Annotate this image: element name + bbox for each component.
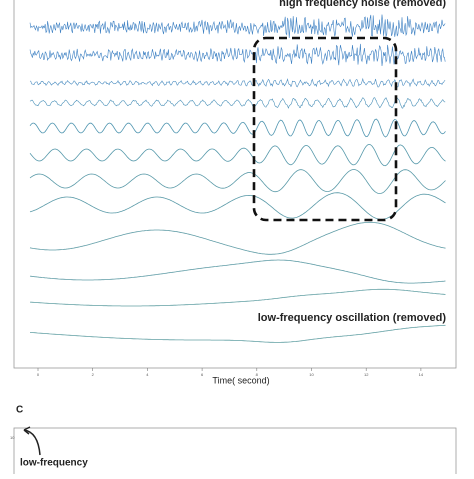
arrow-head [23, 426, 31, 435]
x-tick-label: 2 [92, 372, 95, 377]
waveform [29, 43, 446, 67]
waveform [29, 192, 446, 220]
x-axis-label: Time( second) [212, 375, 269, 385]
waveform [29, 14, 446, 39]
noise-annotation: high frequency noise (removed) [279, 0, 446, 9]
waveforms [29, 14, 446, 343]
waveform [29, 168, 446, 195]
waveform [29, 259, 446, 284]
panel-c-label: C [16, 405, 23, 416]
panel-c-frame [13, 427, 457, 479]
waveform [29, 77, 446, 88]
arrow [23, 429, 41, 456]
waveform [29, 324, 446, 343]
waveform [29, 288, 446, 307]
highlight-box [252, 36, 398, 222]
panel-c-y-tick: 10 [10, 435, 15, 440]
panel-b-frame [13, 0, 457, 369]
x-tick-label: 4 [146, 372, 149, 377]
waveform [29, 143, 446, 167]
x-tick-label: 6 [201, 372, 204, 377]
x-tick-label: 12 [364, 372, 369, 377]
x-axis: 0 2 4 6 8 10 12 14 [37, 368, 424, 377]
panel-c-annotation: low-frequency [20, 458, 88, 469]
waveform [29, 118, 446, 138]
waveform [29, 97, 446, 109]
x-tick-label: 10 [309, 372, 314, 377]
x-tick-label: 0 [37, 372, 40, 377]
x-tick-label: 14 [419, 372, 424, 377]
x-tick-label: 8 [256, 372, 259, 377]
waveform [29, 221, 446, 255]
oscillation-annotation: low-frequency oscillation (removed) [258, 312, 447, 324]
